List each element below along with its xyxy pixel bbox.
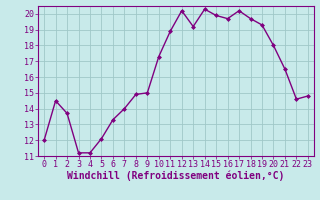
X-axis label: Windchill (Refroidissement éolien,°C): Windchill (Refroidissement éolien,°C) <box>67 171 285 181</box>
